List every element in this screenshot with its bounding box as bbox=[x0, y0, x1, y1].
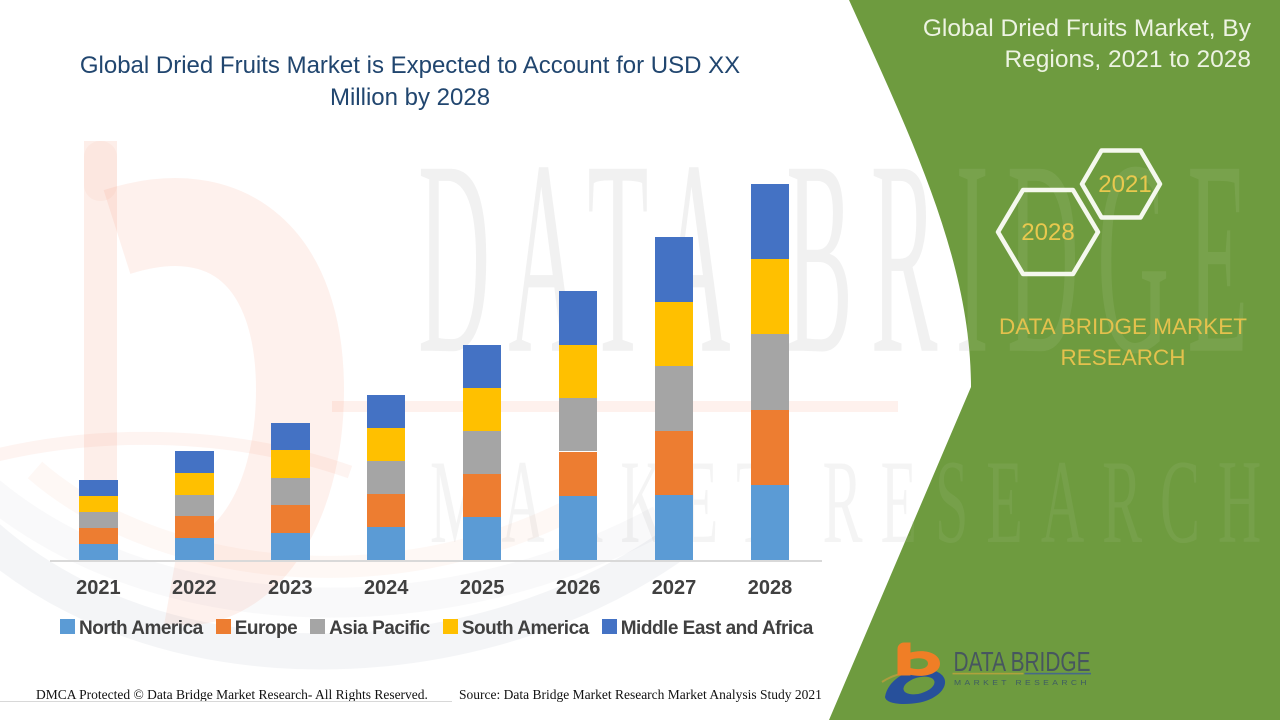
svg-text:2021: 2021 bbox=[1098, 171, 1151, 198]
svg-text:DATA BRIDGE: DATA BRIDGE bbox=[954, 646, 1091, 677]
svg-text:MARKET RESEARCH: MARKET RESEARCH bbox=[954, 678, 1090, 687]
svg-text:2028: 2028 bbox=[1021, 219, 1074, 246]
